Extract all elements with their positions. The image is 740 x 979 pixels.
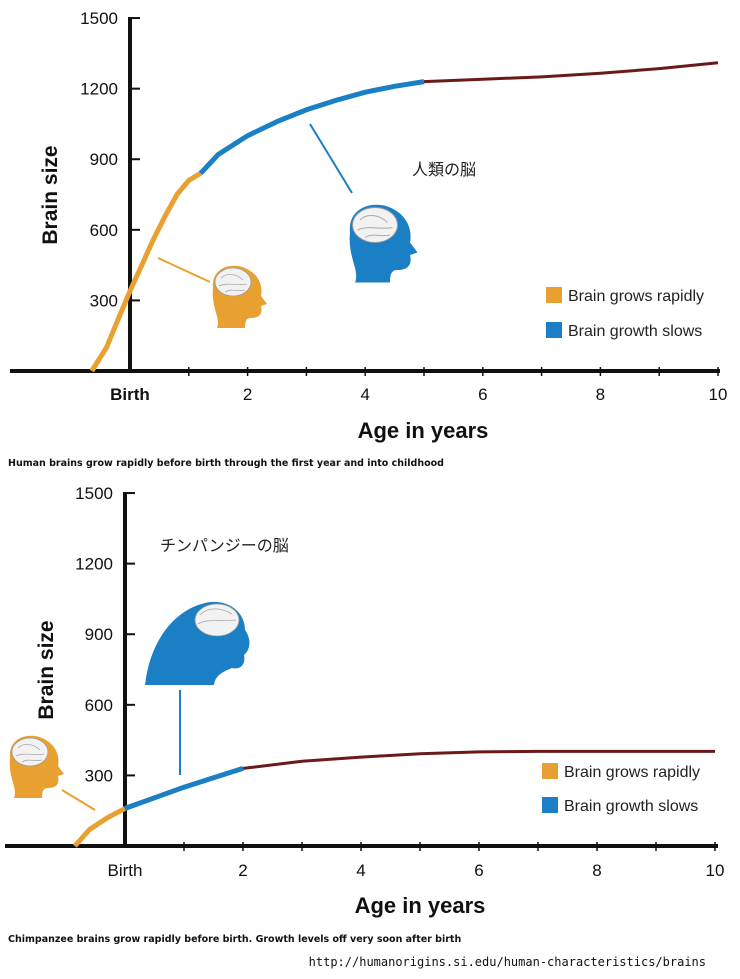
chimp-series-plateau <box>242 749 715 770</box>
y-tick-label: 300 <box>85 766 113 785</box>
x-axis-label: Age in years <box>355 893 486 918</box>
x-tick-label: 2 <box>238 861 247 880</box>
x-tick-label: 10 <box>706 861 725 880</box>
chimp-series-rapid <box>72 806 127 848</box>
brain-folds-icon <box>218 274 248 293</box>
y-tick-label: 600 <box>90 221 118 240</box>
x-tick-label: 6 <box>478 385 487 404</box>
y-tick-label: 600 <box>85 696 113 715</box>
legend-label-rapid: Brain grows rapidly <box>568 288 704 305</box>
y-axis-label: Brain size <box>35 620 58 719</box>
x-tick-label: Birth <box>110 385 150 404</box>
source-url: http://humanorigins.si.edu/human-charact… <box>308 955 706 969</box>
chimp-adult-head-icon <box>145 601 250 685</box>
legend-label-slow: Brain growth slows <box>568 323 702 340</box>
brain-folds-icon <box>357 215 393 238</box>
legend-swatch-rapid <box>546 287 562 303</box>
pointer-line-rapid <box>61 789 96 811</box>
human-infant-head-icon <box>212 265 267 328</box>
legend-label-slow: Brain growth slows <box>564 798 698 815</box>
brain-icon <box>214 267 252 297</box>
x-tick-label: Birth <box>108 861 143 880</box>
brain-icon <box>11 737 49 767</box>
human-chart-caption: Human brains grow rapidly before birth t… <box>8 458 444 469</box>
x-tick-label: 10 <box>709 385 728 404</box>
y-tick-label: 1500 <box>75 484 113 503</box>
brain-icon <box>352 207 398 243</box>
x-tick-label: 6 <box>474 861 483 880</box>
x-tick-label: 8 <box>596 385 605 404</box>
brain-folds-icon <box>197 608 237 625</box>
legend-swatch-rapid <box>542 763 558 779</box>
human-series-plateau <box>423 61 719 84</box>
legend-swatch-slow <box>542 797 558 813</box>
brain-folds-icon <box>15 744 45 763</box>
x-tick-label: 4 <box>356 861 365 880</box>
chimp-infant-head-icon <box>9 735 65 798</box>
human-series-slow <box>198 79 425 176</box>
x-tick-label: 8 <box>592 861 601 880</box>
x-tick-label: 2 <box>243 385 252 404</box>
y-tick-label: 1500 <box>80 9 118 28</box>
y-axis-label: Brain size <box>39 145 62 244</box>
legend-label-rapid: Brain grows rapidly <box>564 764 700 781</box>
legend-swatch-slow <box>546 322 562 338</box>
x-axis-label: Age in years <box>358 418 489 443</box>
chimp-chart-caption: Chimpanzee brains grow rapidly before bi… <box>8 934 462 945</box>
y-tick-label: 1200 <box>80 80 118 99</box>
human-brain-annotation: 人類の脳 <box>412 160 476 179</box>
pointer-line-rapid <box>157 257 211 283</box>
human-child-head-icon <box>349 204 418 283</box>
pointer-line-slow <box>309 123 353 194</box>
y-tick-label: 300 <box>90 291 118 310</box>
chimp-series-slow <box>124 766 244 811</box>
chimp-brain-annotation: チンパンジーの脳 <box>160 536 289 555</box>
y-tick-label: 1200 <box>75 555 113 574</box>
y-tick-label: 900 <box>90 150 118 169</box>
human-series-rapid <box>89 171 202 373</box>
y-tick-label: 900 <box>85 625 113 644</box>
x-tick-label: 4 <box>360 385 369 404</box>
